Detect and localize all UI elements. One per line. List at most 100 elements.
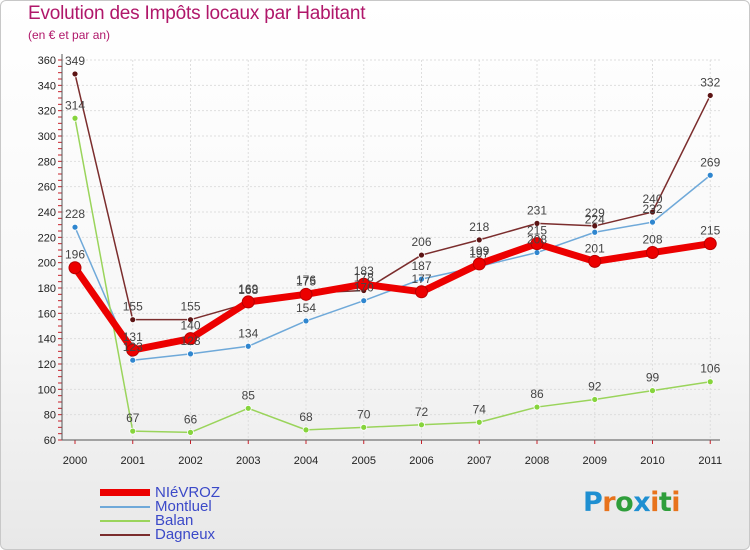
- y-tick-label: 180: [38, 283, 56, 295]
- x-tick-label: 2002: [178, 455, 202, 467]
- logo-letter: o: [615, 487, 634, 518]
- logo-letter: i: [650, 487, 659, 518]
- data-label: 224: [585, 212, 605, 226]
- data-label: 232: [642, 202, 662, 216]
- data-point: [530, 237, 544, 251]
- data-label: 332: [700, 75, 720, 89]
- legend-label: NIéVROZ: [155, 484, 221, 501]
- data-point: [591, 228, 599, 236]
- x-tick-label: 2009: [583, 455, 607, 467]
- x-tick-label: 2006: [409, 455, 433, 467]
- logo-letter: i: [671, 487, 681, 518]
- y-tick-label: 200: [38, 258, 56, 270]
- data-point: [418, 251, 425, 259]
- logo-letter: x: [633, 487, 651, 518]
- data-point: [475, 236, 483, 244]
- logo-letter: t: [658, 487, 672, 518]
- data-label: 168: [238, 283, 258, 297]
- x-tick-label: 2011: [698, 455, 722, 467]
- data-point: [129, 356, 137, 364]
- y-tick-label: 320: [38, 106, 56, 118]
- data-point: [187, 350, 194, 358]
- legend-swatch: [100, 534, 150, 536]
- data-point: [533, 219, 541, 227]
- data-label: 66: [184, 412, 198, 426]
- data-label: 140: [180, 319, 200, 333]
- data-label: 229: [585, 206, 605, 220]
- data-label: 176: [296, 273, 316, 287]
- data-point: [187, 428, 194, 436]
- data-label: 154: [296, 301, 316, 315]
- data-label: 183: [354, 264, 374, 278]
- data-label: 70: [357, 407, 371, 421]
- data-label: 177: [411, 272, 431, 286]
- legend-swatch: [100, 520, 150, 522]
- data-point: [360, 297, 368, 305]
- data-point: [591, 396, 599, 403]
- data-point: [244, 404, 252, 412]
- data-label: 231: [527, 203, 547, 217]
- series-line-montluel: [74, 174, 711, 361]
- data-label: 269: [700, 155, 720, 169]
- axes: 60 80 100 120 140 160 180 200 220 240 260 280 300 320…: [38, 54, 722, 467]
- data-label: 99: [646, 371, 660, 385]
- data-label: 170: [354, 281, 374, 295]
- y-tick-label: 280: [38, 156, 56, 168]
- x-tick-label: 2001: [121, 455, 145, 467]
- data-point: [472, 257, 486, 271]
- data-label: 74: [473, 402, 487, 416]
- data-point: [241, 295, 255, 309]
- y-tick-label: 240: [38, 207, 56, 219]
- data-point: [357, 277, 371, 291]
- data-label: 197: [469, 246, 489, 260]
- legend-swatch: [100, 489, 150, 496]
- grid-lines: [62, 59, 720, 440]
- data-label: 123: [123, 340, 143, 354]
- data-label: 68: [299, 410, 313, 424]
- data-point: [418, 421, 425, 429]
- data-point: [588, 254, 602, 268]
- data-point: [299, 287, 313, 301]
- x-tick-label: 2004: [294, 455, 318, 467]
- data-label: 228: [65, 207, 85, 221]
- y-tick-label: 260: [38, 182, 56, 194]
- data-label: 208: [527, 233, 547, 247]
- y-tick-label: 80: [44, 410, 56, 422]
- data-point: [418, 275, 425, 283]
- data-point: [68, 261, 82, 275]
- logo-letter: P: [583, 487, 603, 518]
- data-point: [302, 317, 310, 325]
- x-tick-label: 2008: [525, 455, 549, 467]
- data-point: [649, 208, 656, 216]
- legend-item: Dagneux: [100, 526, 320, 543]
- y-tick-label: 140: [38, 334, 56, 346]
- data-point: [129, 316, 137, 324]
- data-point: [649, 218, 656, 226]
- data-point: [126, 343, 140, 357]
- data-label: 178: [354, 271, 374, 285]
- chart-title: Evolution des Impôts locaux par Habitant: [28, 3, 366, 24]
- x-tick-label: 2000: [63, 455, 87, 467]
- series-line-dagneux: [74, 73, 711, 321]
- data-point: [71, 70, 79, 78]
- data-label: 72: [415, 405, 429, 419]
- data-point: [706, 171, 714, 179]
- data-label: 155: [180, 300, 200, 314]
- legend-item: NIéVROZ: [100, 484, 320, 501]
- series-lines: [71, 73, 714, 434]
- data-label: 86: [530, 387, 544, 401]
- y-tick-label: 300: [38, 131, 56, 143]
- data-label: 215: [527, 224, 547, 238]
- data-label: 215: [700, 224, 720, 238]
- data-labels: 1961311401691751831771992152012082152281…: [65, 54, 721, 426]
- y-tick-label: 120: [38, 359, 56, 371]
- chart-subtitle: (en € et par an): [28, 28, 111, 42]
- data-point: [302, 426, 310, 434]
- data-point: [533, 249, 541, 256]
- logo-letter: r: [602, 487, 616, 518]
- data-point: [360, 423, 368, 431]
- data-point: [703, 237, 717, 251]
- data-label: 201: [585, 241, 605, 255]
